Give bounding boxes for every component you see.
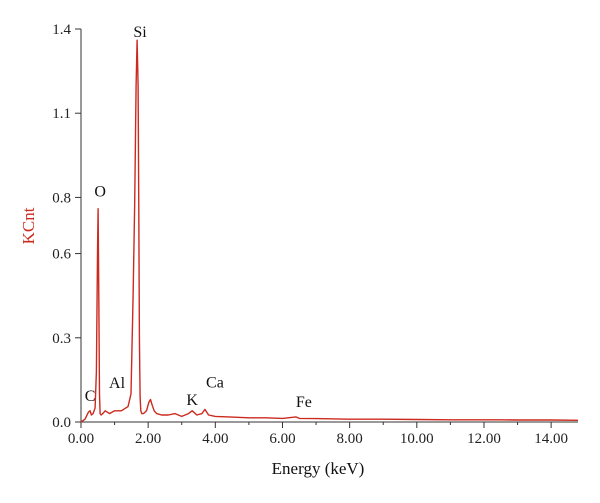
- peak-label-fe: Fe: [296, 394, 312, 411]
- spectrum-series: [80, 39, 579, 423]
- x-tick-label: 12.00: [467, 431, 501, 447]
- peak-label-si: Si: [133, 24, 147, 41]
- x-tick-label: 0.00: [68, 431, 94, 447]
- x-tick-label: 6.00: [269, 431, 295, 447]
- peak-labels: C O Al Si K Ca Fe: [85, 24, 312, 411]
- x-axis-ticks: 0.00 2.00 4.00 6.00 8.00 10.00 12.00 14.00: [68, 422, 568, 447]
- y-tick-label: 1.4: [52, 22, 71, 38]
- y-tick-label: 0.3: [52, 331, 71, 347]
- y-tick-label: 0.8: [52, 190, 71, 206]
- x-tick-label: 14.00: [534, 431, 568, 447]
- x-axis-title: Energy (keV): [272, 459, 365, 478]
- spectrum-line: [80, 39, 579, 423]
- axes: [80, 29, 578, 423]
- x-tick-label: 4.00: [202, 431, 228, 447]
- y-tick-label: 0.6: [52, 247, 71, 263]
- y-tick-label: 1.1: [52, 106, 71, 122]
- peak-label-k: K: [186, 392, 198, 409]
- x-tick-label: 10.00: [400, 431, 434, 447]
- peak-label-o: O: [94, 184, 106, 201]
- peak-label-ca: Ca: [206, 374, 224, 391]
- x-tick-label: 2.00: [135, 431, 161, 447]
- y-axis-title: KCnt: [19, 207, 38, 244]
- peak-label-c: C: [85, 388, 96, 405]
- x-tick-label: 8.00: [337, 431, 363, 447]
- peak-label-al: Al: [109, 375, 126, 392]
- y-tick-label: 0.0: [52, 415, 71, 431]
- y-axis-ticks: 0.0 0.3 0.6 0.8 1.1 1.4: [52, 22, 81, 431]
